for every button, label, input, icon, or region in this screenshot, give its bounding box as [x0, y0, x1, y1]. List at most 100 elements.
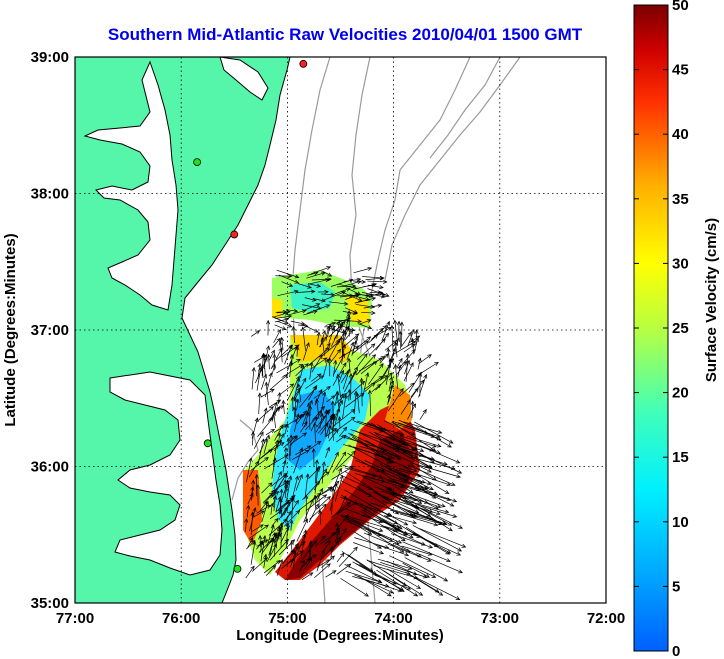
velocity-arrow-head — [410, 337, 415, 343]
velocity-arrow-head — [384, 293, 390, 297]
velocity-arrow — [261, 482, 273, 494]
velocity-arrow-head — [380, 478, 386, 483]
velocity-arrow-head — [319, 487, 323, 493]
velocity-arrow-head — [255, 330, 261, 335]
velocity-arrow-head — [272, 353, 277, 359]
velocity-arrow — [277, 432, 281, 449]
velocity-arrow-head — [424, 485, 430, 490]
velocity-arrow-head — [283, 483, 288, 489]
velocity-arrow — [342, 311, 357, 315]
velocity-arrow — [399, 448, 432, 469]
velocity-arrow-head — [289, 519, 294, 524]
velocity-arrow — [375, 486, 407, 499]
velocity-arrow-head — [352, 370, 357, 376]
velocity-arrow-head — [325, 471, 330, 476]
velocity-arrow — [306, 272, 326, 279]
velocity-arrow-head — [397, 364, 402, 370]
velocity-arrow — [270, 347, 283, 370]
velocity-arrow-head — [250, 431, 256, 436]
velocity-arrow — [361, 525, 404, 553]
velocity-arrow — [273, 471, 282, 490]
velocity-arrow — [307, 347, 330, 366]
velocity-arrow — [404, 500, 449, 513]
velocity-arrow — [322, 270, 332, 277]
velocity-arrow — [314, 389, 323, 406]
velocity-arrow — [314, 468, 319, 494]
velocity-arrow — [395, 364, 399, 390]
velocity-arrow-head — [270, 524, 275, 530]
velocity-arrow-head — [302, 377, 307, 383]
velocity-arrow-head — [327, 486, 333, 491]
velocity-arrow — [341, 344, 346, 364]
velocity-arrow — [347, 554, 374, 572]
velocity-arrow-head — [330, 400, 335, 406]
velocity-arrow — [332, 362, 347, 386]
colorbar-tick-label: 40 — [672, 126, 689, 143]
velocity-arrow — [330, 546, 333, 560]
velocity-arrow — [274, 324, 286, 330]
velocity-arrow-head — [251, 539, 256, 545]
velocity-arrow — [332, 451, 347, 473]
velocity-arrow — [271, 364, 276, 375]
velocity-arrow-head — [414, 329, 419, 334]
velocity-arrow-head — [326, 563, 331, 568]
velocity-arrow — [298, 493, 321, 511]
velocity-arrow — [419, 409, 427, 420]
velocity-arrow — [358, 319, 371, 325]
velocity-arrow-head — [365, 372, 370, 377]
velocity-arrow — [390, 444, 424, 457]
velocity-arrow-head — [357, 297, 363, 302]
velocity-arrow-head — [343, 301, 349, 306]
velocity-arrow-head — [390, 324, 395, 330]
velocity-arrow-head — [325, 559, 331, 564]
velocity-arrow-head — [286, 309, 291, 314]
velocity-arrow — [383, 570, 423, 596]
velocity-arrow-head — [339, 322, 344, 327]
velocity-arrow-head — [276, 399, 282, 404]
velocity-arrow-head — [341, 320, 346, 326]
velocity-arrow-head — [276, 525, 282, 531]
velocity-arrow-head — [283, 447, 288, 452]
velocity-arrow-head — [441, 503, 446, 508]
velocity-arrow — [302, 303, 320, 312]
velocity-arrow-head — [322, 336, 328, 341]
velocity-arrow — [278, 539, 295, 556]
velocity-arrow — [299, 540, 317, 563]
velocity-arrow-head — [295, 345, 300, 351]
velocity-arrow-head — [279, 442, 285, 447]
velocity-arrow — [416, 577, 460, 600]
velocity-arrow-head — [277, 329, 281, 334]
velocity-arrow-head — [386, 456, 392, 461]
velocity-arrow-head — [431, 574, 437, 578]
velocity-arrow-head — [262, 354, 268, 359]
velocity-arrow — [348, 288, 361, 296]
velocity-arrow-head — [269, 406, 274, 411]
velocity-arrow — [356, 354, 376, 375]
velocity-arrow-head — [370, 343, 376, 348]
velocity-arrow — [331, 465, 354, 480]
velocity-arrow-head — [249, 492, 254, 498]
velocity-arrow-head — [350, 408, 356, 414]
velocity-arrow-head — [277, 527, 281, 533]
velocity-arrow — [261, 501, 269, 523]
velocity-arrow — [251, 330, 260, 337]
velocity-arrow — [308, 466, 321, 480]
velocity-arrow-head — [335, 391, 340, 396]
velocity-arrow — [301, 572, 313, 581]
velocity-arrow-head — [336, 338, 341, 343]
velocity-arrow — [282, 549, 295, 564]
velocity-arrow — [367, 280, 387, 283]
velocity-arrow-head — [410, 400, 415, 406]
velocity-arrow-head — [427, 468, 432, 473]
velocity-arrow-head — [315, 303, 321, 307]
velocity-arrow — [338, 370, 344, 383]
velocity-arrow-head — [322, 357, 328, 362]
colorbar-gradient — [633, 4, 669, 652]
velocity-arrow-head — [389, 384, 394, 390]
velocity-arrow — [287, 310, 306, 316]
velocity-arrow — [385, 358, 392, 385]
velocity-arrow — [355, 459, 385, 472]
velocity-arrow — [384, 340, 397, 351]
velocity-arrow — [344, 313, 350, 337]
velocity-arrow-head — [345, 326, 350, 332]
